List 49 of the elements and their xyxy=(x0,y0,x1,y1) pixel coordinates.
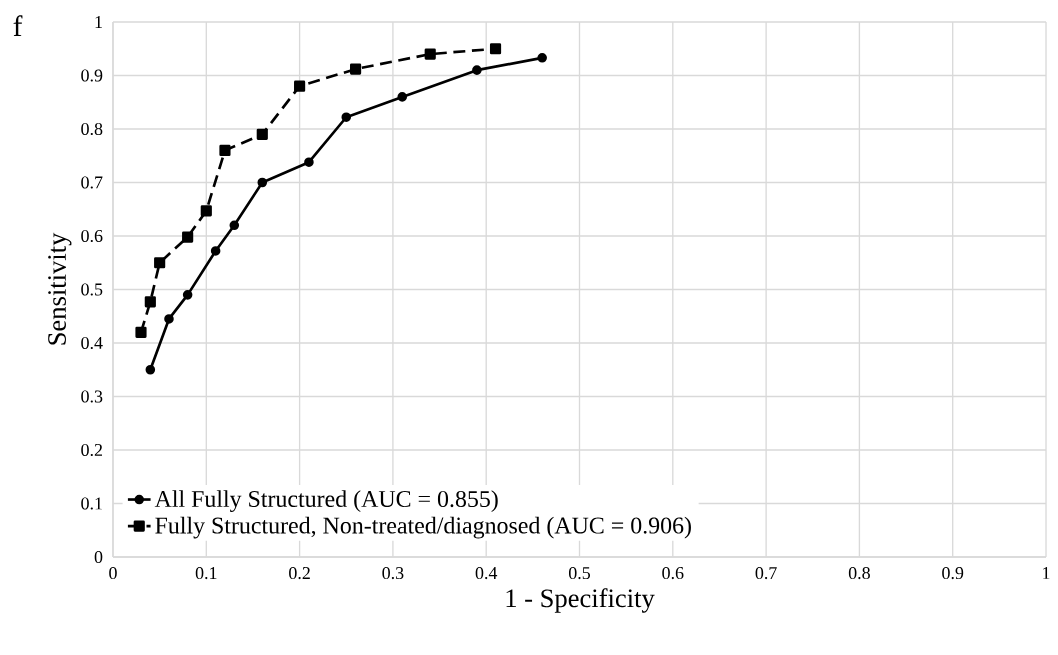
y-tick-label: 0.3 xyxy=(81,390,103,403)
point xyxy=(294,80,306,92)
y-tick-label: 0.9 xyxy=(81,69,103,82)
point xyxy=(341,112,352,123)
y-tick-label: 0.4 xyxy=(81,336,103,350)
point xyxy=(144,296,156,308)
point xyxy=(397,92,408,102)
x-tick-label: 0 xyxy=(109,567,117,580)
x-tick-label: 0.8 xyxy=(848,567,870,580)
y-tick-label: 0.5 xyxy=(81,283,103,296)
point xyxy=(489,43,502,55)
point xyxy=(256,128,268,140)
point xyxy=(350,63,362,75)
text: f xyxy=(13,15,23,36)
x-tick-label: 0.7 xyxy=(755,567,777,580)
legend-label: All Fully Structured (AUC = 0.855) xyxy=(154,490,498,512)
x-axis-title: 1 - Specificity xyxy=(506,588,655,613)
point xyxy=(219,144,231,156)
x-tick-label: 0.1 xyxy=(195,567,217,580)
x-tick-label: 0.6 xyxy=(662,567,684,580)
y-axis-title: Sensitivity xyxy=(48,232,72,345)
x-tick-label: 1 xyxy=(1043,567,1050,579)
x-tick-label: 0.2 xyxy=(289,567,310,580)
point xyxy=(200,205,212,217)
y-tick-label: 0.7 xyxy=(81,176,103,189)
y-tick-label: 0.1 xyxy=(81,497,102,510)
point xyxy=(164,314,174,324)
point xyxy=(257,177,268,188)
x-tick-label: 0.3 xyxy=(382,567,404,580)
point xyxy=(210,246,221,256)
point xyxy=(135,326,147,338)
x-tick-label: 0.9 xyxy=(942,567,964,580)
point xyxy=(182,290,193,300)
point xyxy=(304,157,314,167)
point xyxy=(145,364,156,375)
x-tick-label: 0.4 xyxy=(475,567,498,580)
point xyxy=(537,53,547,63)
point xyxy=(182,231,194,243)
y-tick-label: 0.8 xyxy=(81,122,103,136)
legend-label: Fully Structured, Non-treated/diagnosed (AUC = 0.906) xyxy=(155,516,691,539)
y-tick-label: 0.2 xyxy=(81,443,103,457)
x-tick-label: 0.5 xyxy=(568,567,591,580)
y-tick-label: 0.6 xyxy=(81,229,103,243)
y-tick-label: 1 xyxy=(95,16,102,28)
point xyxy=(154,257,166,269)
y-tick-label: 0 xyxy=(94,550,103,564)
point xyxy=(424,48,436,60)
point xyxy=(472,65,482,75)
point xyxy=(229,220,240,231)
